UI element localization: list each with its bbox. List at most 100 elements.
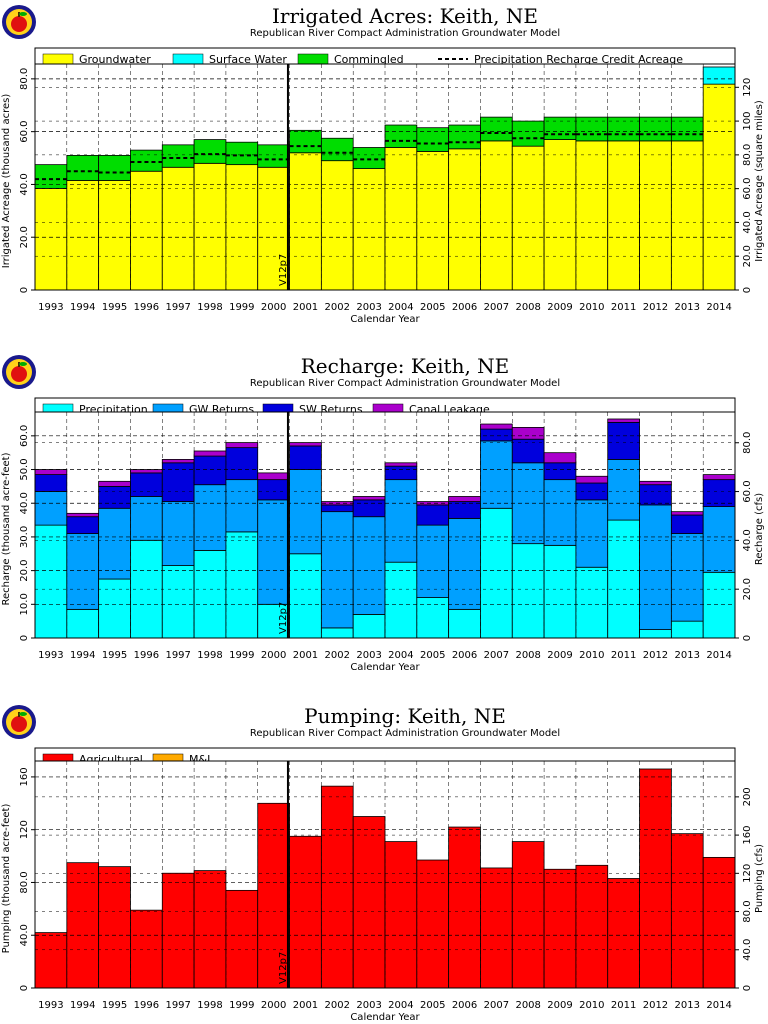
bar-sw-returns-1994	[66, 516, 100, 534]
bar-commingled-2003	[352, 147, 386, 169]
bar-commingled-2008	[511, 120, 545, 147]
bar-agricultural-2011	[607, 878, 640, 989]
x-tick-label: 2000	[261, 302, 286, 313]
chart-title: Irrigated Acres: Keith, NE	[272, 4, 538, 28]
y2-tick-label: 0	[742, 985, 753, 991]
bar-precipitation-2014	[702, 571, 736, 639]
y-tick-label: 60.0	[19, 121, 30, 143]
x-tick-label: 2011	[611, 302, 636, 313]
x-tick-label: 1998	[197, 302, 222, 313]
bar-precipitation-1999	[225, 531, 259, 639]
bar-gw-returns-2003	[352, 516, 386, 615]
y-tick-label: 0	[19, 287, 30, 293]
x-axis-label: Calendar Year	[350, 314, 420, 325]
bar-gw-returns-1997	[161, 501, 195, 566]
bar-sw-returns-2005	[416, 504, 450, 526]
bar-groundwater-2001	[289, 152, 322, 291]
bar-canal-leakage-1993	[34, 469, 68, 475]
bar-sw-returns-1995	[98, 485, 131, 509]
bar-sw-returns-1996	[130, 472, 163, 497]
bar-agricultural-2013	[670, 833, 704, 989]
bar-precipitation-1993	[34, 524, 68, 639]
bar-gw-returns-2006	[448, 517, 481, 610]
y-tick-label: 0	[19, 985, 30, 991]
y2-tick-label: 120	[742, 864, 753, 883]
bar-commingled-2000	[257, 144, 290, 168]
chart-subtitle: Republican River Compact Administration …	[250, 728, 560, 739]
bar-canal-leakage-2006	[448, 496, 481, 502]
bar-precipitation-1994	[66, 608, 100, 639]
bar-gw-returns-1999	[225, 479, 259, 533]
bar-commingled-2012	[639, 116, 672, 142]
bar-canal-leakage-2014	[702, 474, 736, 481]
x-tick-label: 2014	[706, 1000, 731, 1011]
x-tick-label: 1999	[229, 302, 254, 313]
bar-agricultural-1995	[98, 866, 131, 989]
bar-sw-returns-2012	[639, 484, 672, 506]
bar-canal-leakage-2007	[480, 423, 513, 430]
plot-frame	[34, 760, 736, 989]
x-tick-label: 1994	[70, 1000, 95, 1011]
legend-label: Commingled	[334, 53, 404, 66]
y2-tick-label: 200	[742, 787, 753, 806]
bar-groundwater-2004	[384, 147, 418, 291]
y-axis-label: Irrigated Acreage (thousand acres)	[1, 94, 12, 269]
bar-precipitation-2007	[480, 507, 513, 639]
x-tick-label: 2005	[420, 650, 445, 661]
apple-logo-icon	[2, 355, 36, 389]
bar-precipitation-1995	[98, 578, 131, 639]
bar-groundwater-1999	[225, 164, 259, 291]
bar-canal-leakage-2008	[511, 427, 545, 440]
plot-frame	[34, 411, 736, 639]
bar-commingled-1997	[161, 144, 195, 168]
y2-tick-label: 60.0	[742, 480, 753, 502]
x-tick-label: 2007	[484, 1000, 509, 1011]
bar-agricultural-1999	[225, 889, 259, 989]
bar-commingled-2006	[448, 124, 481, 150]
y-tick-label: 40.0	[19, 924, 30, 946]
bar-sw-returns-2011	[607, 421, 640, 460]
y2-tick-label: 40.0	[742, 939, 753, 961]
bar-sw-returns-2013	[670, 514, 704, 534]
legend-swatch	[172, 53, 204, 65]
bar-gw-returns-2010	[575, 499, 609, 568]
bar-precipitation-2013	[670, 620, 704, 639]
legend-swatch	[297, 53, 329, 65]
bar-gw-returns-2013	[670, 533, 704, 622]
bar-groundwater-2002	[320, 160, 354, 291]
x-tick-label: 2002	[325, 302, 350, 313]
legend-swatch	[42, 53, 74, 65]
x-tick-label: 2006	[452, 650, 477, 661]
x-tick-label: 2010	[579, 1000, 604, 1011]
x-tick-label: 2009	[547, 650, 572, 661]
bar-agricultural-2001	[289, 835, 322, 989]
x-tick-label: 2005	[420, 302, 445, 313]
bar-agricultural-1996	[130, 909, 163, 989]
y-tick-label: 40.0	[19, 173, 30, 195]
y2-axis-label: Pumping (cfs)	[754, 844, 765, 913]
x-tick-label: 2004	[388, 650, 413, 661]
bar-canal-leakage-1999	[225, 442, 259, 449]
x-tick-label: 2001	[293, 1000, 318, 1011]
bar-sw-returns-2004	[384, 465, 418, 481]
bar-agricultural-1997	[161, 872, 195, 989]
x-tick-label: 2011	[611, 1000, 636, 1011]
y-tick-label: 60.0	[19, 425, 30, 447]
bar-agricultural-1993	[34, 932, 68, 989]
bar-precipitation-2004	[384, 561, 418, 639]
bar-precipitation-2006	[448, 608, 481, 639]
bar-agricultural-2009	[543, 868, 577, 989]
x-tick-label: 2013	[675, 650, 700, 661]
y-tick-label: 40.0	[19, 492, 30, 514]
x-tick-label: 2000	[261, 1000, 286, 1011]
bar-sw-returns-2009	[543, 462, 577, 481]
x-tick-label: 2004	[388, 1000, 413, 1011]
bar-gw-returns-2009	[543, 479, 577, 546]
y-tick-label: 120	[19, 820, 30, 839]
y-tick-label: 20.0	[19, 226, 30, 248]
bar-canal-leakage-1998	[193, 450, 227, 457]
bar-agricultural-1998	[193, 870, 227, 989]
